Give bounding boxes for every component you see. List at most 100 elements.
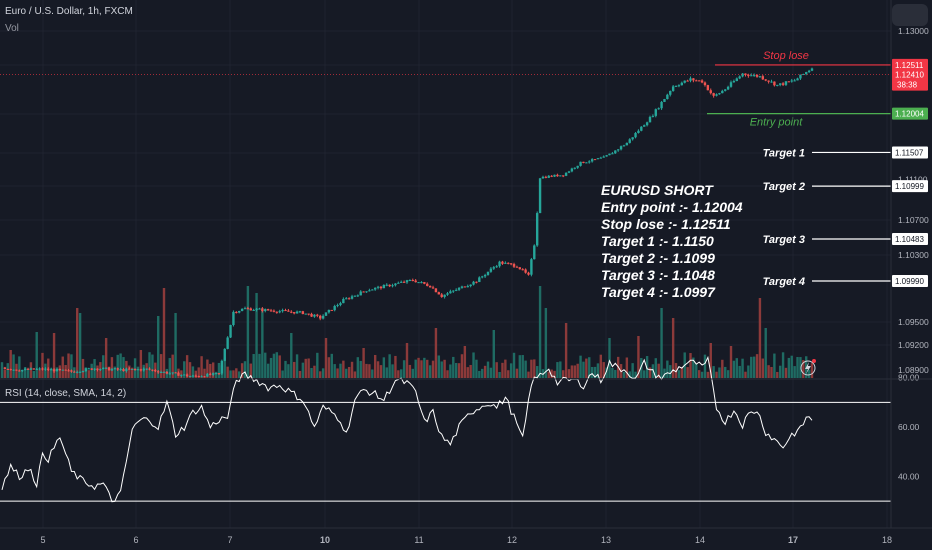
candle-body <box>787 81 791 83</box>
volume-bar <box>122 357 125 378</box>
volume-bar <box>654 358 657 378</box>
candle-body <box>466 286 469 288</box>
level-label: Stop lose <box>763 50 809 62</box>
volume-bar <box>78 313 82 378</box>
logo-button[interactable] <box>892 4 928 26</box>
volume-bar <box>605 367 608 378</box>
price-tag <box>892 146 928 159</box>
candle-body <box>706 85 710 91</box>
candle-body <box>197 376 200 378</box>
volume-bar <box>402 360 406 378</box>
volume-bar <box>319 371 322 378</box>
candle-body <box>431 287 435 289</box>
volume-bar <box>559 361 562 378</box>
candle-body <box>469 284 472 287</box>
candle-body <box>232 311 235 326</box>
volume-bar <box>770 367 773 378</box>
candle-body <box>15 369 18 371</box>
candle-body <box>194 375 198 377</box>
candle-body <box>721 90 724 94</box>
candle-body <box>521 269 524 271</box>
candle-body <box>689 78 692 81</box>
price-tag <box>892 232 928 245</box>
volume-bar <box>9 350 12 378</box>
candle-body <box>481 276 484 278</box>
candle-body <box>527 272 530 275</box>
candle-body <box>376 286 380 288</box>
volume-bar <box>483 365 487 378</box>
candle-body <box>102 367 105 370</box>
candle-body <box>307 313 310 315</box>
volume-bar <box>761 358 765 378</box>
candle-body <box>3 367 7 369</box>
candle-body <box>133 368 137 370</box>
volume-bar <box>310 367 313 378</box>
candle-body <box>64 369 67 371</box>
candle-body <box>162 371 166 373</box>
candle-body <box>593 159 597 161</box>
volume-bar <box>764 328 767 378</box>
candle-body <box>298 311 302 313</box>
volume-bar <box>226 366 229 378</box>
price-tag <box>892 58 928 71</box>
candle-body <box>501 261 504 264</box>
volume-bar <box>373 354 377 378</box>
volume-bar <box>518 355 522 378</box>
volume-bar <box>382 357 386 378</box>
candle-body <box>292 312 296 314</box>
price-tick-label: 1.10700 <box>898 215 929 225</box>
volume-bar <box>752 356 756 378</box>
volume-bar <box>481 368 484 378</box>
candle-body <box>104 367 108 369</box>
volume-bar <box>327 357 331 378</box>
candle-body <box>304 313 307 315</box>
candle-body <box>73 371 76 373</box>
volume-bar <box>168 358 171 378</box>
candle-body <box>408 279 412 281</box>
volume-bar <box>18 356 21 378</box>
candle-body <box>732 81 736 83</box>
volume-bar <box>307 358 310 378</box>
volume-bar <box>495 362 498 378</box>
candle-body <box>810 68 814 71</box>
candle-body <box>564 172 568 176</box>
candle-body <box>683 80 686 83</box>
candle-body <box>128 368 131 370</box>
volume-bar <box>556 362 559 378</box>
candle-body <box>781 83 785 85</box>
volume-bar <box>588 357 591 378</box>
time-tick-label: 14 <box>695 535 705 545</box>
price-tag <box>892 107 928 120</box>
candle-body <box>671 86 675 91</box>
candle-body <box>385 284 388 286</box>
candle-body <box>183 374 186 376</box>
candle-body <box>188 376 192 378</box>
price-tick-label: 1.10300 <box>898 250 929 260</box>
volume-bar <box>119 353 122 378</box>
volume-bar <box>281 370 284 378</box>
volume-bar <box>339 363 342 378</box>
volume-bar <box>394 355 397 378</box>
volume-bar <box>3 369 7 378</box>
volume-bar <box>21 370 24 378</box>
volume-bar <box>284 360 287 378</box>
volume-bar <box>735 358 738 378</box>
price-tick-label: 1.09200 <box>898 340 929 350</box>
symbol-title[interactable]: Euro / U.S. Dollar, 1h, FXCM <box>5 6 133 17</box>
volume-bar <box>64 364 67 378</box>
candle-body <box>544 176 548 178</box>
rsi-title[interactable]: RSI (14, close, SMA, 14, 2) <box>5 388 126 399</box>
volume-bar <box>501 362 504 378</box>
level-label: Target 2 <box>763 181 805 193</box>
lightning-icon[interactable] <box>800 359 816 376</box>
annotation-line: Stop lose :- 1.12511 <box>601 216 731 232</box>
candle-body <box>660 101 663 109</box>
candle-body <box>29 368 33 370</box>
volume-bar <box>107 366 111 378</box>
candle-body <box>616 149 620 151</box>
volume-bar <box>449 364 452 378</box>
candle-body <box>272 310 276 312</box>
candle-body <box>275 311 279 313</box>
volume-bar <box>133 358 137 378</box>
